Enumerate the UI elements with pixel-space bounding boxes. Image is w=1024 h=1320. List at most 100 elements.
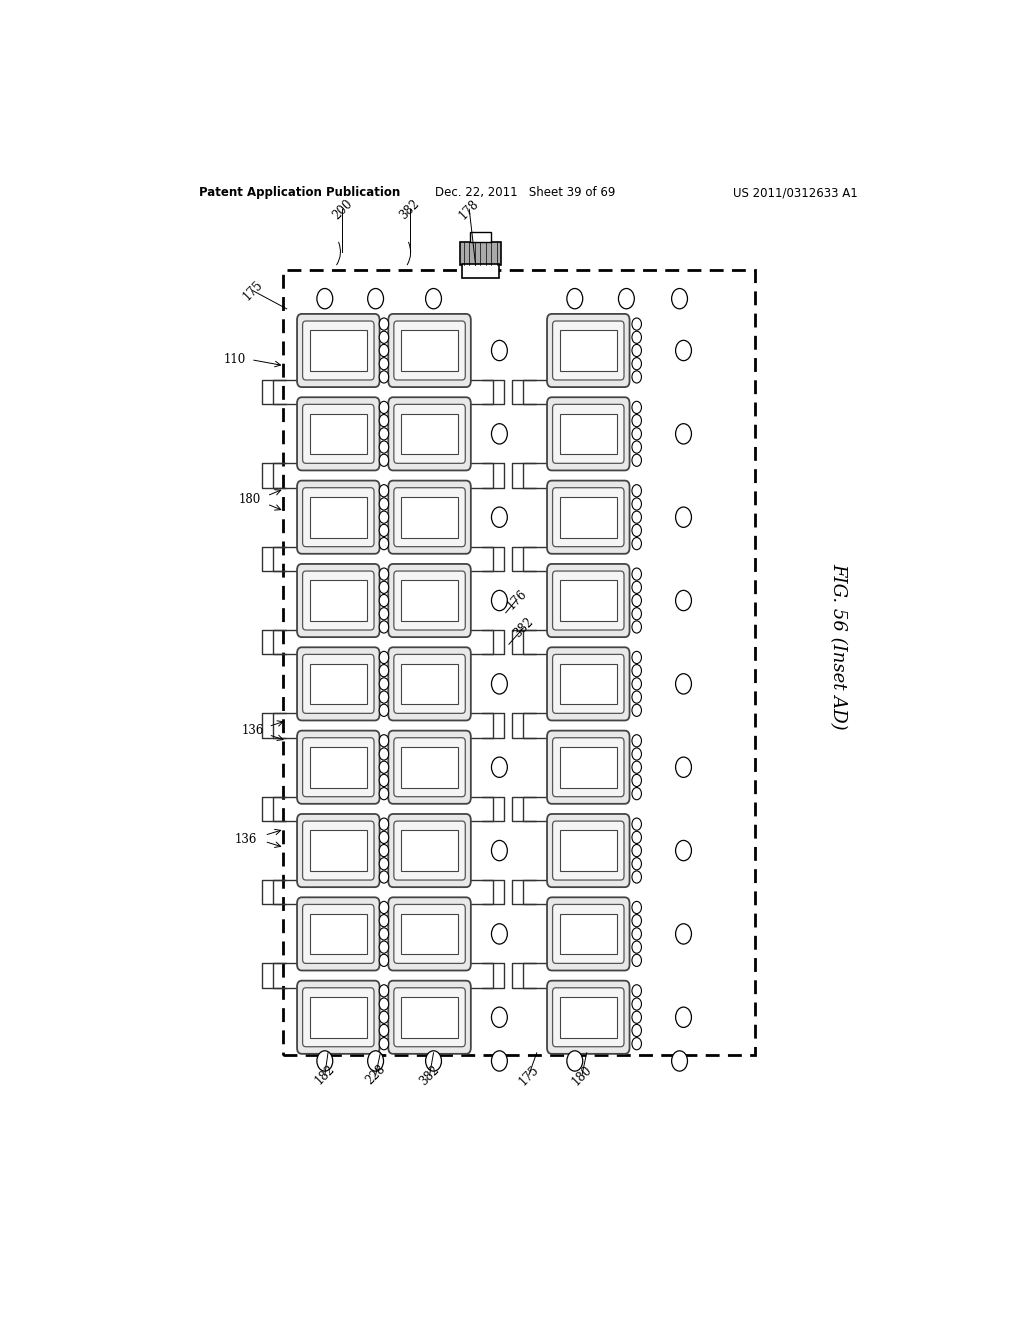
Circle shape bbox=[632, 845, 641, 857]
Text: US 2011/0312633 A1: US 2011/0312633 A1 bbox=[733, 186, 858, 199]
FancyBboxPatch shape bbox=[394, 404, 465, 463]
FancyBboxPatch shape bbox=[303, 904, 374, 964]
FancyBboxPatch shape bbox=[297, 480, 380, 554]
FancyBboxPatch shape bbox=[297, 731, 380, 804]
Circle shape bbox=[379, 928, 389, 940]
Circle shape bbox=[676, 590, 691, 611]
Circle shape bbox=[632, 788, 641, 800]
Bar bbox=[560, 997, 616, 1038]
FancyBboxPatch shape bbox=[553, 487, 624, 546]
Text: 180: 180 bbox=[239, 494, 260, 507]
FancyBboxPatch shape bbox=[394, 738, 465, 797]
Bar bbox=[460, 242, 501, 265]
Circle shape bbox=[379, 498, 389, 510]
Circle shape bbox=[379, 537, 389, 549]
Circle shape bbox=[379, 664, 389, 677]
Bar bbox=[401, 830, 458, 871]
Circle shape bbox=[379, 735, 389, 747]
Circle shape bbox=[426, 289, 441, 309]
Text: 228: 228 bbox=[364, 1063, 388, 1088]
Circle shape bbox=[379, 858, 389, 870]
Circle shape bbox=[379, 331, 389, 343]
Circle shape bbox=[632, 928, 641, 940]
Circle shape bbox=[379, 358, 389, 370]
Bar bbox=[560, 496, 616, 537]
Circle shape bbox=[379, 1011, 389, 1023]
Bar bbox=[401, 581, 458, 620]
FancyBboxPatch shape bbox=[553, 821, 624, 880]
Circle shape bbox=[632, 484, 641, 496]
Circle shape bbox=[676, 758, 691, 777]
FancyBboxPatch shape bbox=[388, 981, 471, 1053]
Circle shape bbox=[379, 748, 389, 760]
Text: 136: 136 bbox=[242, 725, 264, 737]
Circle shape bbox=[426, 1051, 441, 1071]
Circle shape bbox=[379, 871, 389, 883]
Text: 200: 200 bbox=[330, 197, 354, 222]
Bar bbox=[560, 330, 616, 371]
Text: 176: 176 bbox=[505, 587, 529, 612]
Circle shape bbox=[676, 924, 691, 944]
Text: 175: 175 bbox=[516, 1063, 542, 1088]
Circle shape bbox=[632, 690, 641, 704]
Circle shape bbox=[379, 954, 389, 966]
Circle shape bbox=[632, 607, 641, 620]
Circle shape bbox=[632, 735, 641, 747]
FancyBboxPatch shape bbox=[553, 404, 624, 463]
Circle shape bbox=[492, 341, 507, 360]
Circle shape bbox=[492, 424, 507, 444]
Bar bbox=[309, 664, 367, 704]
FancyBboxPatch shape bbox=[297, 814, 380, 887]
Circle shape bbox=[632, 318, 641, 330]
Circle shape bbox=[379, 762, 389, 774]
Circle shape bbox=[379, 484, 389, 496]
Bar bbox=[462, 264, 499, 279]
FancyBboxPatch shape bbox=[547, 564, 630, 638]
Circle shape bbox=[618, 289, 634, 309]
Circle shape bbox=[632, 902, 641, 913]
Circle shape bbox=[492, 1007, 507, 1027]
Circle shape bbox=[632, 1011, 641, 1023]
FancyBboxPatch shape bbox=[303, 655, 374, 713]
FancyBboxPatch shape bbox=[553, 655, 624, 713]
Circle shape bbox=[379, 677, 389, 690]
FancyBboxPatch shape bbox=[547, 480, 630, 554]
Circle shape bbox=[672, 1051, 687, 1071]
Text: 180: 180 bbox=[569, 1063, 594, 1088]
Circle shape bbox=[379, 607, 389, 620]
Circle shape bbox=[379, 620, 389, 634]
Circle shape bbox=[632, 762, 641, 774]
Bar bbox=[401, 997, 458, 1038]
Circle shape bbox=[632, 568, 641, 581]
Circle shape bbox=[492, 841, 507, 861]
Circle shape bbox=[379, 775, 389, 787]
Bar bbox=[560, 664, 616, 704]
FancyBboxPatch shape bbox=[394, 904, 465, 964]
Circle shape bbox=[379, 454, 389, 466]
Circle shape bbox=[632, 651, 641, 664]
FancyBboxPatch shape bbox=[547, 814, 630, 887]
Circle shape bbox=[676, 341, 691, 360]
Text: Patent Application Publication: Patent Application Publication bbox=[200, 186, 400, 199]
Circle shape bbox=[379, 401, 389, 413]
Bar bbox=[560, 413, 616, 454]
Bar bbox=[309, 496, 367, 537]
Text: FIG. 56 (Inset AD): FIG. 56 (Inset AD) bbox=[829, 562, 847, 730]
Circle shape bbox=[379, 832, 389, 843]
Circle shape bbox=[492, 924, 507, 944]
Circle shape bbox=[379, 414, 389, 426]
Circle shape bbox=[632, 401, 641, 413]
FancyBboxPatch shape bbox=[303, 404, 374, 463]
Circle shape bbox=[632, 858, 641, 870]
Circle shape bbox=[379, 345, 389, 356]
Bar bbox=[401, 330, 458, 371]
Bar bbox=[401, 496, 458, 537]
FancyBboxPatch shape bbox=[297, 564, 380, 638]
FancyBboxPatch shape bbox=[303, 987, 374, 1047]
FancyBboxPatch shape bbox=[553, 904, 624, 964]
Circle shape bbox=[632, 998, 641, 1010]
Circle shape bbox=[379, 941, 389, 953]
Bar bbox=[309, 830, 367, 871]
Bar bbox=[309, 581, 367, 620]
Circle shape bbox=[676, 1007, 691, 1027]
